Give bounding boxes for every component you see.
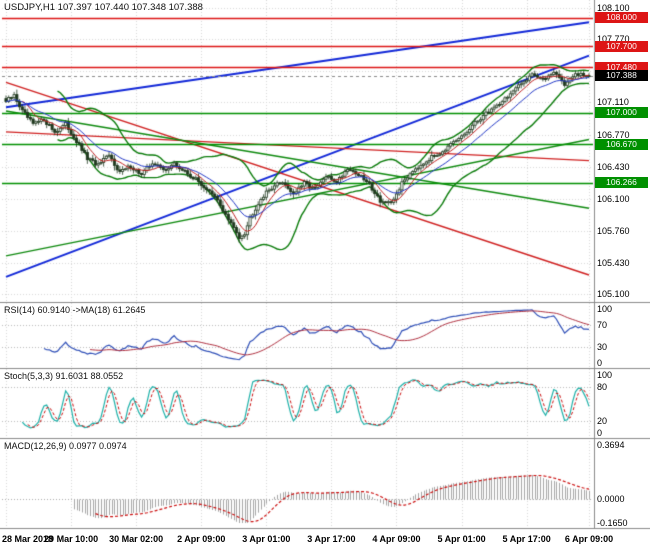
chart-window: USDJPY,H1 107.397 107.440 107.348 107.38… (0, 0, 650, 550)
price-chart-canvas[interactable] (0, 0, 650, 550)
